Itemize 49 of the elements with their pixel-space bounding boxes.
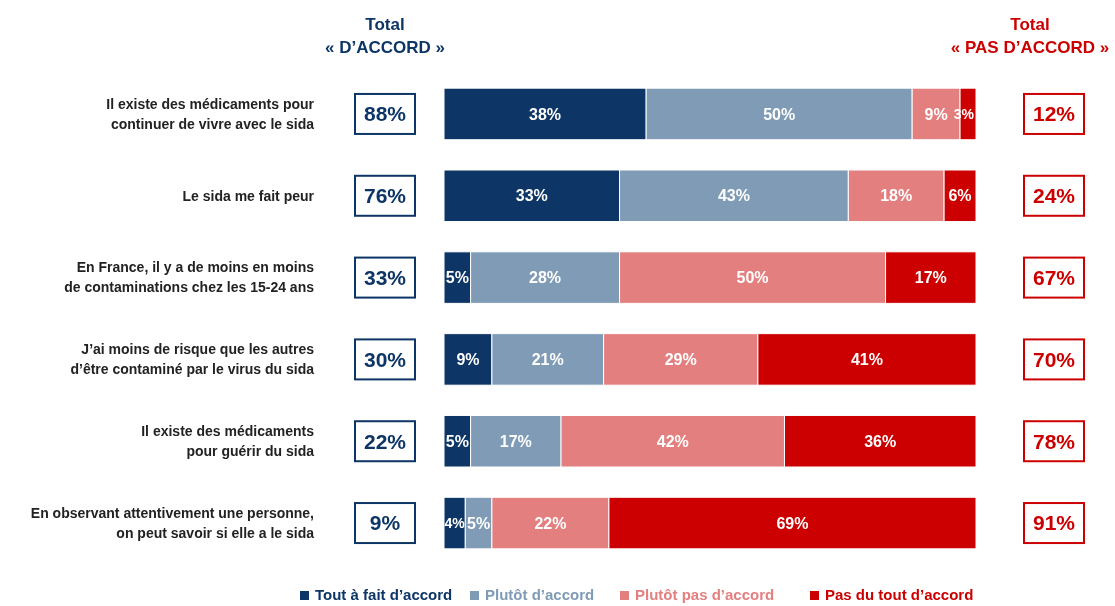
data-label: 6% <box>948 187 972 205</box>
text: 78% <box>1032 429 1076 453</box>
text: 91% <box>1032 511 1076 535</box>
data-label: 17% <box>914 269 947 287</box>
data-label: 18% <box>880 187 913 205</box>
legend-label: Plutôt d’accord <box>485 586 595 603</box>
data-label: 36% <box>864 432 897 450</box>
text: 70% <box>1032 347 1076 371</box>
text: 22% <box>363 429 407 453</box>
y-tick-label: Il existe des médicaments pour guérir du sida <box>141 423 315 460</box>
text: Total <box>1010 15 1050 34</box>
data-label: 38% <box>529 105 562 123</box>
data-label: 33% <box>515 187 548 205</box>
data-label: 42% <box>656 432 689 450</box>
data-label: 5% <box>445 432 469 450</box>
data-label: 5% <box>467 514 491 532</box>
text: 76% <box>363 184 407 208</box>
y-tick-label: Le sida me fait peur <box>182 187 315 204</box>
legend-label: Plutôt pas d’accord <box>635 586 775 603</box>
text: « PAS D’ACCORD » <box>950 38 1110 57</box>
text: 30% <box>363 347 407 371</box>
data-label: 28% <box>529 269 562 287</box>
text: Total <box>365 15 405 34</box>
text: 67% <box>1032 265 1076 289</box>
data-label: 5% <box>445 269 469 287</box>
legend-label: Pas du tout d’accord <box>825 586 974 603</box>
data-label: 29% <box>664 351 697 369</box>
text: « D’ACCORD » <box>325 38 445 57</box>
text: 12% <box>1032 102 1076 126</box>
text: 88% <box>363 102 407 126</box>
legend-label: Tout à fait d’accord <box>315 586 453 603</box>
data-label: 9% <box>924 105 948 123</box>
data-label: 50% <box>763 105 796 123</box>
y-tick-label: Il existe des médicaments pour continuer de vivre avec le sida <box>106 95 315 132</box>
y-tick-label: En France, il y a de moins en moins de contaminations chez les 15-24 ans <box>64 259 315 296</box>
data-label: 41% <box>850 351 883 369</box>
data-label: 4% <box>444 514 466 531</box>
data-label: 21% <box>531 351 564 369</box>
data-label: 69% <box>776 514 809 532</box>
text: 24% <box>1032 184 1076 208</box>
y-tick-label: En observant attentivement une personne, on peut savoir si elle a le sida <box>30 504 315 541</box>
data-label: 9% <box>456 351 480 369</box>
data-label: 22% <box>534 514 567 532</box>
data-label: 43% <box>717 187 750 205</box>
data-label: 50% <box>736 269 769 287</box>
text: 33% <box>363 265 407 289</box>
data-label: 17% <box>499 432 532 450</box>
text: 9% <box>369 511 401 535</box>
y-tick-label: J’ai moins de risque que les autres d’être contaminé par le virus du sida <box>70 341 315 378</box>
